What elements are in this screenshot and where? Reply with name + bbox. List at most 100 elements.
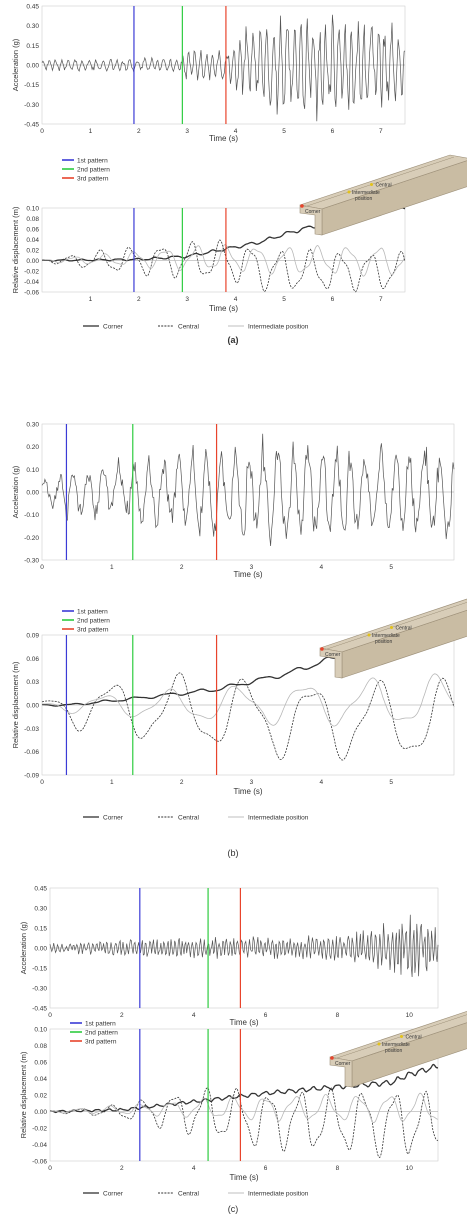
x-axis-label: Time (s) [209,134,238,143]
plot-frame [49,1028,439,1162]
series-line-central [49,1087,439,1159]
x-tick-label: 0 [40,564,44,571]
y-tick-label: -0.45 [32,1006,47,1013]
beam-end [299,204,323,236]
y-tick-label: 0.30 [26,422,39,429]
series-legend: Corner Central Intermediate position [83,815,309,822]
beam-label-central: Central [406,1035,422,1041]
x-tick-label: 5 [282,128,286,135]
y-tick-label: 0.08 [34,1043,47,1050]
y-tick-label: 0.10 [34,1027,47,1034]
intermediate-marker [377,1042,381,1046]
y-tick-label: 0.00 [34,1109,47,1116]
x-tick-label: 6 [331,296,335,303]
x-tick-label: 0 [40,128,44,135]
y-tick-label: -0.04 [32,1142,47,1149]
series-line-intermediate-position [42,244,406,277]
x-axis-label: Time (s) [209,304,238,313]
beam-label-corner: Corner [325,652,341,658]
y-tick-label: -0.06 [32,1159,47,1166]
panel-label: (b) [228,848,239,858]
x-tick-label: 4 [192,1012,196,1019]
y-tick-label: 0.00 [26,258,39,265]
series-line-acceleration [49,914,439,978]
y-tick-label: -0.06 [24,749,39,756]
series-legend-label: Intermediate position [248,1191,309,1198]
x-tick-label: 6 [331,128,335,135]
pattern-legend-label: 2nd pattern [77,618,110,625]
series-line-intermediate-position [41,673,455,727]
x-axis-label: Time (s) [233,570,262,579]
y-tick-label: 0.10 [26,467,39,474]
series-legend: Corner Central Intermediate position [83,324,309,331]
x-tick-label: 0 [48,1012,52,1019]
pattern-legend: 1st pattern 2nd pattern 3rd pattern [70,1021,118,1046]
x-tick-label: 5 [282,296,286,303]
y-tick-label: -0.02 [24,269,39,276]
y-tick-label: 0.15 [34,926,47,933]
beam-label-position: position [375,639,392,645]
y-tick-label: 0.00 [34,946,47,953]
y-tick-label: -0.02 [32,1126,47,1133]
x-tick-label: 2 [120,1012,124,1019]
x-tick-label: 7 [379,128,383,135]
x-tick-label: 0 [40,779,44,786]
x-axis-label: Time (s) [233,787,262,796]
pattern-legend-label: 2nd pattern [85,1030,118,1037]
x-tick-label: 4 [320,564,324,571]
x-tick-label: 2 [120,1165,124,1172]
series-line-corner [49,1063,438,1114]
x-tick-label: 4 [234,128,238,135]
y-tick-label: 0.10 [26,206,39,213]
pattern-legend-label: 1st pattern [77,158,108,165]
series-legend-label: Intermediate position [248,324,309,331]
panel-label: (a) [228,335,239,345]
series-line-central [41,672,455,761]
x-tick-label: 10 [406,1012,414,1019]
y-axis-label: Relative displacement (m) [19,1051,28,1138]
central-marker [400,1035,403,1038]
y-tick-label: 0.04 [26,237,39,244]
y-axis-label: Acceleration (g) [11,38,20,91]
x-tick-label: 2 [137,296,141,303]
beam-label-corner: Corner [335,1061,351,1067]
series-legend-label: Central [178,1191,200,1198]
series-legend-label: Corner [103,324,124,331]
x-tick-label: 3 [185,128,189,135]
y-tick-label: -0.20 [24,535,39,542]
beam-label-intermediate: Intermediate [372,633,400,639]
x-tick-label: 6 [264,1165,268,1172]
x-tick-label: 2 [137,128,141,135]
series-legend-label: Intermediate position [248,815,309,822]
y-tick-label: -0.45 [24,122,39,129]
beam-label-central: Central [376,183,392,189]
y-tick-label: 0.00 [26,703,39,710]
x-tick-label: 0 [48,1165,52,1172]
y-tick-label: 0.45 [26,4,39,11]
x-tick-label: 6 [264,1012,268,1019]
x-tick-label: 1 [110,779,114,786]
x-tick-label: 8 [336,1165,340,1172]
x-tick-label: 3 [185,296,189,303]
x-tick-label: 3 [250,564,254,571]
corner-marker [330,1056,334,1060]
x-tick-label: 7 [379,296,383,303]
y-tick-label: 0.06 [26,227,39,234]
y-tick-label: 0.09 [26,633,39,640]
beam-end [319,647,343,679]
x-tick-label: 4 [192,1165,196,1172]
acceleration-chart: 0.45 0.30 0.15 0.00 -0.15 -0.30 -0.450 2 4 6 8 10 Ti… [19,886,439,1027]
x-tick-label: 5 [389,779,393,786]
y-tick-label: -0.04 [24,279,39,286]
central-marker [370,183,373,186]
y-tick-label: -0.10 [24,512,39,519]
pattern-legend: 1st pattern 2nd pattern 3rd pattern [62,158,110,183]
x-tick-label: 1 [89,128,93,135]
y-tick-label: -0.30 [24,558,39,565]
y-tick-label: 0.45 [34,886,47,893]
y-tick-label: 0.20 [26,444,39,451]
